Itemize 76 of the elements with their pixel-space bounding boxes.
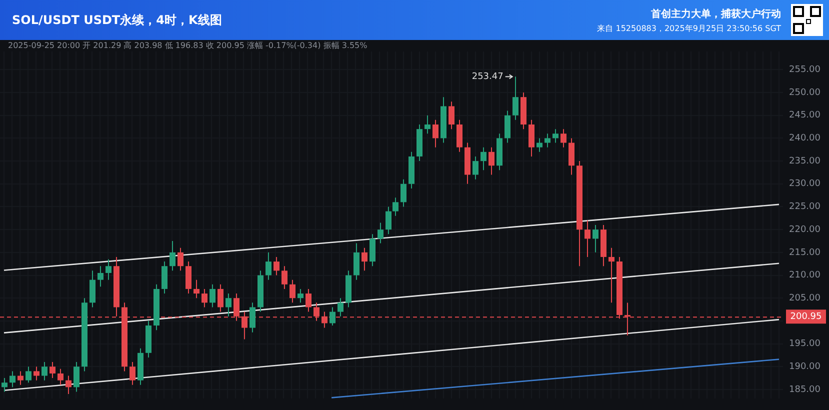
text: 来自 15250883，2025年9月25日 23:50:56 SGT: [597, 23, 781, 34]
candlestick: [544, 133, 550, 148]
y-tick-label: 210.00: [789, 270, 821, 281]
candlestick: [250, 302, 256, 333]
y-tick-label: 250.00: [789, 88, 821, 98]
y-tick-label: 255.00: [789, 65, 821, 76]
candlestick: [424, 114, 430, 134]
candlestick: [34, 366, 40, 381]
candlestick: [274, 256, 280, 276]
candlestick: [370, 234, 376, 267]
candlestick: [480, 146, 486, 171]
candlestick: [98, 266, 104, 288]
candlestick: [378, 222, 384, 244]
candlestick: [282, 266, 288, 290]
y-tick-label: 245.00: [789, 110, 821, 121]
y-tick-label: 225.00: [789, 202, 821, 212]
candlestick: [18, 370, 24, 386]
candlestick: [74, 362, 80, 392]
candlestick: [362, 247, 368, 272]
y-tick-label: 205.00: [789, 293, 821, 304]
candlestick: [194, 279, 200, 299]
candlestick: [106, 258, 112, 280]
ref-line-label: 200.95: [790, 312, 822, 322]
y-tick-label: 215.00: [789, 248, 821, 258]
candlestick: [306, 288, 312, 312]
candlestick: [456, 119, 462, 152]
y-tick-label: 190.00: [789, 362, 821, 372]
candlestick: [178, 247, 184, 272]
candlestick: [552, 128, 558, 144]
y-tick-label: 195.00: [789, 339, 821, 350]
candlestick: [58, 368, 64, 386]
candlestick: [536, 138, 542, 152]
y-tick-label: 185.00: [789, 384, 821, 395]
candlestick: [472, 156, 478, 180]
candlestick: [210, 284, 216, 308]
candlestick: [560, 128, 566, 148]
candlestick: [392, 197, 398, 216]
candlestick: [338, 298, 344, 317]
candlestick: [584, 220, 590, 258]
candlestick: [432, 119, 438, 148]
candlestick: [162, 261, 168, 294]
text: 2025-09-25 20:00 开 201.29 高 203.98 低 196.83 收 200.95 涨幅 -0.17%(-0.34) 振幅 3.55%: [8, 41, 368, 50]
candlestick: [130, 362, 136, 386]
candlestick: [186, 261, 192, 294]
candlestick: [202, 288, 208, 308]
candlestick: [400, 178, 406, 208]
candlestick: [50, 362, 56, 379]
candlestick: [568, 138, 574, 176]
chart-title: SOL/USDT USDT永续，4时，K线图: [12, 12, 222, 29]
y-tick-label: 240.00: [789, 134, 821, 144]
candlestick: [354, 242, 360, 280]
candlestick: [90, 270, 96, 308]
candlestick: [592, 224, 598, 253]
candlestick: [170, 240, 176, 272]
candlestick: [330, 306, 336, 326]
candlestick: [448, 101, 454, 130]
candlestick: [608, 247, 614, 304]
y-tick-label: 230.00: [789, 179, 821, 190]
candlestick: [298, 288, 304, 304]
candlestick: [504, 110, 510, 144]
candlestick: [488, 146, 494, 176]
candlestick: [2, 378, 8, 392]
y-tick-label: 220.00: [789, 224, 821, 235]
candlestick: [218, 284, 224, 312]
candlestick: [528, 119, 534, 157]
candlestick: [266, 252, 272, 280]
annotation: 253.47: [472, 72, 504, 82]
candlestick: [66, 375, 72, 395]
candlestick: [386, 206, 392, 235]
candlestick: [290, 279, 296, 304]
candlestick: [26, 366, 32, 384]
y-tick-label: 235.00: [789, 156, 821, 166]
candlestick: [42, 362, 48, 381]
candlestick: [226, 293, 232, 317]
candlestick: [10, 370, 16, 388]
chart-subtitle: 首创主力大单，捕获大户行动: [651, 7, 781, 21]
